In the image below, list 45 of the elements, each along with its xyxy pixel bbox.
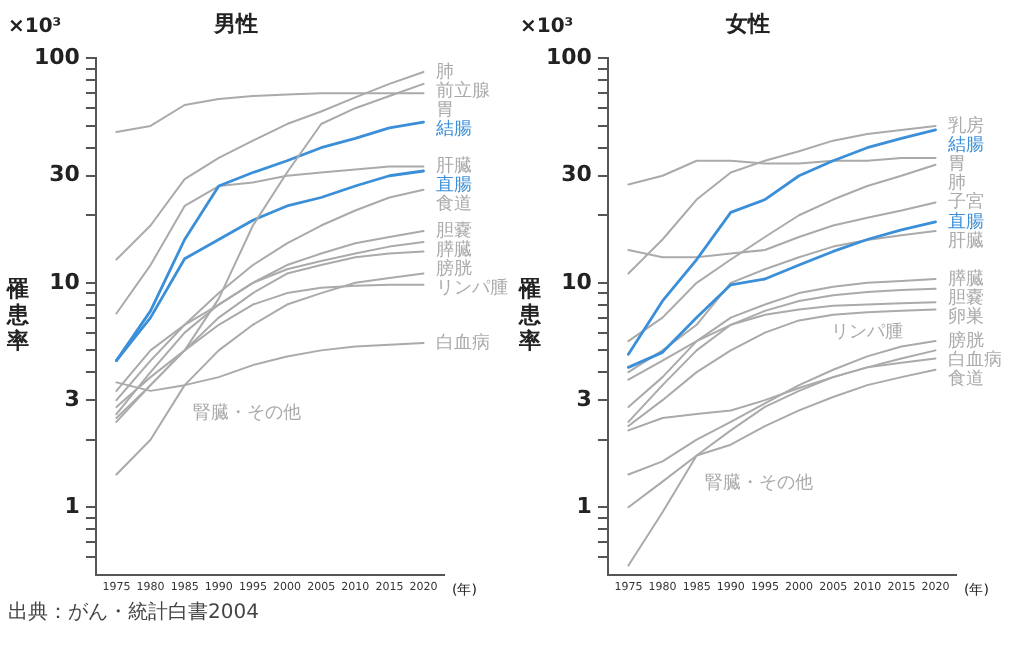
series-label: 前立腺 [435,79,490,102]
series-label: 腎臓・その他 [192,401,301,424]
series-label: 膀胱 [435,257,472,280]
series-label: 胆嚢 [947,286,984,309]
chart-title: 女性 [724,10,770,37]
series-label: 白血病 [947,348,1002,371]
series-label: 肝臓 [435,155,472,178]
chart-title: 男性 [212,10,258,37]
series-label: 膵臓 [947,267,984,290]
series-label: 卵巣 [947,305,984,328]
y-tick-label: 30 [561,161,593,188]
series-label: 直腸 [435,174,472,197]
y-tick-label: 10 [561,268,593,295]
y-tick-label: 100 [545,44,593,71]
series-label: リンパ腫 [435,276,508,299]
series-label: 肺 [947,171,966,194]
y-tick-label: 100 [33,44,81,71]
series-label: 白血病 [435,331,490,354]
y-tick-label: 1 [576,492,592,519]
series-label: 子宮 [947,191,984,214]
series-label: 腎臓・その他 [704,472,813,495]
series-label: 直腸 [947,210,984,233]
y-tick-label: 3 [576,385,592,412]
series-label: リンパ腫 [831,320,904,343]
y-axis-title: 罹患率 [5,276,31,355]
series-label: 結腸 [433,117,472,140]
series-label: 胃 [435,100,454,121]
y-tick-label: 10 [49,268,81,295]
series-label: 乳房 [947,114,984,137]
series-label: 肝臓 [947,229,984,252]
series-label: 肺 [435,60,454,83]
series-label: 結腸 [945,133,984,156]
y-tick-label: 30 [49,161,81,188]
text: ×10³ [8,15,62,38]
series-label: 胃 [947,154,966,175]
series-label: 膵臓 [435,238,472,261]
series-label: 膀胱 [947,329,984,352]
y-tick-label: 1 [64,492,80,519]
source-note: 出典：がん・統計白書2004 [8,600,261,628]
text: ×10³ [520,15,574,38]
series-label: 食道 [435,193,472,216]
series-label: 胆嚢 [435,219,472,242]
y-axis-title: 罹患率 [517,276,543,355]
series-label: 食道 [947,367,984,390]
y-tick-label: 3 [64,385,80,412]
